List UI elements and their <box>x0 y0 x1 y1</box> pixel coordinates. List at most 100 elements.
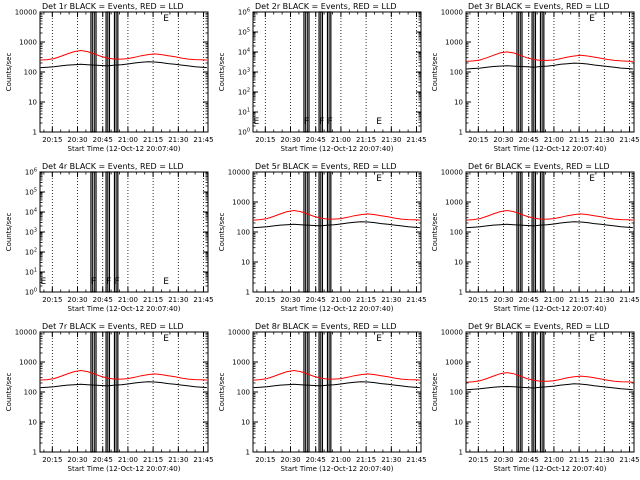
x-tick-label: 21:30 <box>168 136 188 144</box>
x-tick-label: 21:45 <box>193 456 213 464</box>
panel-title: Det 2r BLACK = Events, RED = LLD <box>255 2 397 11</box>
y-tick-label: 106 <box>238 8 250 17</box>
axis-frame <box>465 11 635 133</box>
series-events <box>466 383 633 391</box>
y-tick-label: 100 <box>25 288 37 297</box>
data-gap-marker <box>90 331 97 453</box>
y-tick-label: 10000 <box>15 9 37 17</box>
y-tick-label: 104 <box>25 208 37 217</box>
x-tick-label: 20:45 <box>93 136 113 144</box>
y-tick-label: 105 <box>238 28 250 37</box>
y-tick-label: 1 <box>459 449 463 457</box>
x-tick-label: 21:30 <box>381 296 401 304</box>
x-tick-label: 20:45 <box>93 296 113 304</box>
flag-label: E <box>589 334 595 344</box>
y-tick-label: 10 <box>28 419 37 427</box>
y-tick-label: 106 <box>25 168 37 177</box>
x-tick-label: 20:15 <box>468 296 488 304</box>
y-tick-label: 1 <box>33 449 37 457</box>
x-tick-label: 21:45 <box>193 296 213 304</box>
y-tick-label: 10 <box>28 99 37 107</box>
x-tick-label: 21:00 <box>544 296 564 304</box>
y-tick-exponent: 4 <box>34 208 37 214</box>
axis-frame <box>252 331 422 453</box>
flag-label: F <box>91 277 96 287</box>
data-gap-marker <box>303 171 310 293</box>
x-tick-label: 21:15 <box>569 296 589 304</box>
x-tick-label: 21:00 <box>118 456 138 464</box>
x-tick-label: 20:45 <box>93 456 113 464</box>
y-tick-label: 103 <box>25 228 37 237</box>
y-tick-label: 1000 <box>19 359 37 367</box>
x-axis-label: Start Time (12-Oct-12 20:07:40) <box>281 305 394 313</box>
y-tick-label: 1 <box>459 129 463 137</box>
x-tick-label: 21:15 <box>356 136 376 144</box>
axis-frame <box>39 11 209 133</box>
axis-frame <box>465 331 635 453</box>
x-axis-label: Start Time (12-Oct-12 20:07:40) <box>494 465 607 473</box>
y-axis-label: Counts/sec <box>431 373 439 412</box>
y-tick-label: 10 <box>454 259 463 267</box>
detector-panel-7: Det 7r BLACK = Events, RED = LLD E 1 10 100 1… <box>5 322 214 473</box>
panel-title: Det 6r BLACK = Events, RED = LLD <box>468 162 610 171</box>
flag-label: E <box>376 334 382 344</box>
flag-label: F <box>327 117 332 127</box>
x-tick-label: 20:45 <box>519 136 539 144</box>
y-tick-label: 10 <box>241 419 250 427</box>
x-axis-label: Start Time (12-Oct-12 20:07:40) <box>68 465 181 473</box>
x-tick-label: 21:15 <box>143 456 163 464</box>
y-tick-exponent: 1 <box>34 268 37 274</box>
detector-panel-5: Det 5r BLACK = Events, RED = LLD E 1 10 100 1… <box>218 162 427 313</box>
x-tick-label: 21:00 <box>118 296 138 304</box>
y-tick-label: 1 <box>246 289 250 297</box>
y-tick-label: 1000 <box>232 199 250 207</box>
y-tick-label: 100 <box>237 229 250 237</box>
flag-label: E <box>41 277 47 287</box>
y-tick-exponent: 0 <box>34 288 37 294</box>
x-tick-label: 21:45 <box>619 136 639 144</box>
y-axis-label: Counts/sec <box>218 213 226 252</box>
flag-label: E <box>163 277 169 287</box>
x-tick-label: 20:45 <box>306 456 326 464</box>
flag-label: E <box>589 174 595 184</box>
series-lld <box>466 209 633 221</box>
x-tick-label: 20:15 <box>255 296 275 304</box>
x-tick-label: 20:15 <box>468 456 488 464</box>
data-gap-marker <box>303 331 310 453</box>
x-tick-label: 21:00 <box>331 296 351 304</box>
x-axis-label: Start Time (12-Oct-12 20:07:40) <box>68 305 181 313</box>
x-tick-label: 21:30 <box>168 456 188 464</box>
x-tick-label: 21:30 <box>594 136 614 144</box>
flag-label: F <box>319 117 324 127</box>
x-axis-label: Start Time (12-Oct-12 20:07:40) <box>281 465 394 473</box>
x-tick-label: 21:15 <box>356 456 376 464</box>
x-tick-label: 21:15 <box>143 136 163 144</box>
y-tick-label: 100 <box>238 128 250 137</box>
y-axis-label: Counts/sec <box>218 53 226 92</box>
y-axis-label: Counts/sec <box>5 373 13 412</box>
flag-label: E <box>589 14 595 24</box>
flag-label: E <box>376 174 382 184</box>
y-tick-label: 1 <box>246 449 250 457</box>
x-tick-label: 20:30 <box>280 296 300 304</box>
series-events <box>40 381 207 389</box>
x-tick-label: 21:00 <box>544 456 564 464</box>
x-tick-label: 20:30 <box>493 296 513 304</box>
y-tick-label: 100 <box>237 389 250 397</box>
panel-title: Det 3r BLACK = Events, RED = LLD <box>468 2 610 11</box>
y-tick-exponent: 3 <box>34 228 37 234</box>
y-tick-label: 100 <box>450 69 463 77</box>
y-tick-exponent: 2 <box>247 88 250 94</box>
x-tick-label: 21:45 <box>619 296 639 304</box>
y-tick-label: 1000 <box>445 359 463 367</box>
x-tick-label: 20:30 <box>280 456 300 464</box>
x-tick-label: 21:30 <box>594 456 614 464</box>
panel-title: Det 1r BLACK = Events, RED = LLD <box>42 2 184 11</box>
y-tick-label: 101 <box>25 268 37 277</box>
series-events <box>466 62 633 70</box>
y-tick-exponent: 4 <box>247 48 250 54</box>
flag-label: E <box>163 334 169 344</box>
y-axis-label: Counts/sec <box>218 373 226 412</box>
panel-title: Det 4r BLACK = Events, RED = LLD <box>42 162 184 171</box>
x-tick-label: 21:00 <box>331 136 351 144</box>
